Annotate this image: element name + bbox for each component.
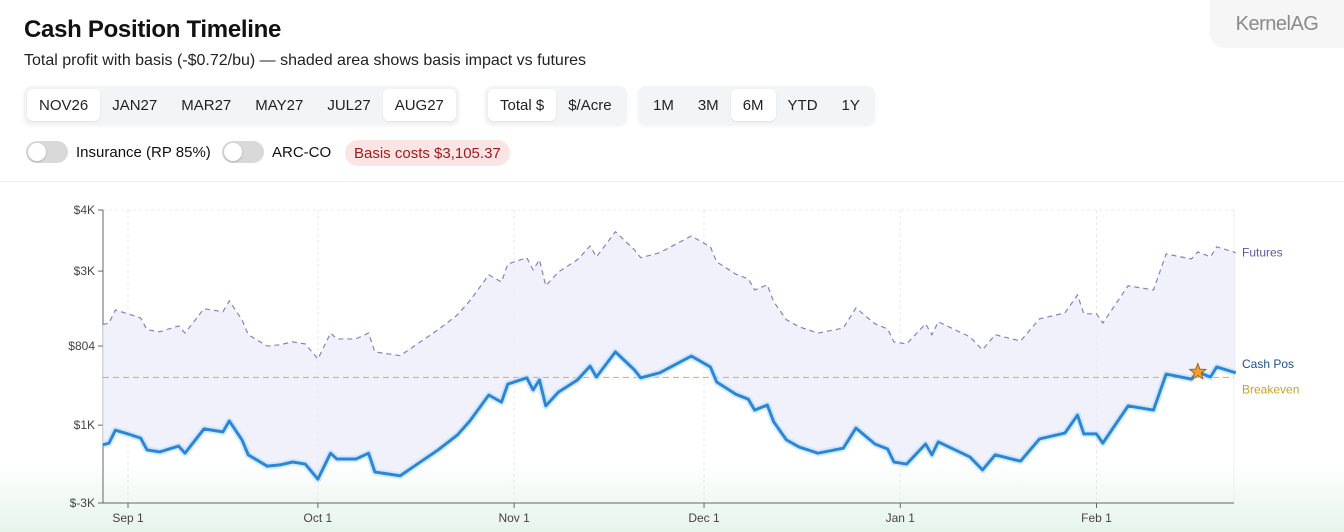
futures-label: Futures: [1242, 246, 1283, 260]
star-marker-icon: [1188, 362, 1208, 381]
unit-tab-total-[interactable]: Total $: [488, 89, 557, 121]
cash-pos-label: Cash Pos: [1242, 357, 1294, 371]
contract-tab-mar27[interactable]: MAR27: [181, 96, 232, 114]
toggle-label: ARC-CO: [272, 143, 332, 161]
bottom-glow: [0, 462, 1344, 532]
range-tab-1y[interactable]: 1Y: [841, 96, 860, 114]
page-title: Cash Position Timeline: [24, 16, 282, 43]
x-tick-label: Jan 1: [886, 511, 916, 525]
toggle-switch[interactable]: [222, 141, 264, 163]
range-tab-3m[interactable]: 3M: [697, 96, 719, 114]
y-tick-label: $804: [68, 339, 95, 353]
page-subtitle: Total profit with basis (-$0.72/bu) — sh…: [24, 52, 587, 69]
range-selector: 1M 3M 6M YTD 1Y: [638, 86, 875, 124]
y-tick-label: $3K: [74, 264, 95, 278]
contract-tab-nov26[interactable]: NOV26: [27, 89, 101, 121]
y-tick-label: $4K: [74, 203, 95, 217]
x-tick-label: Dec 1: [688, 511, 720, 525]
range-tab-1m[interactable]: 1M: [653, 96, 674, 114]
breakeven-label: Breakeven: [1242, 382, 1299, 396]
contract-selector: NOV26 JAN27 MAR27 MAY27 JUL27 AUG27: [24, 86, 459, 124]
contract-tab-aug27[interactable]: AUG27: [382, 89, 456, 121]
unit-tab--acre[interactable]: $/Acre: [568, 96, 612, 114]
unit-selector: Total $ $/Acre: [485, 86, 627, 124]
x-tick-label: Feb 1: [1081, 511, 1112, 525]
insurance-toggle[interactable]: Insurance (RP 85%): [26, 141, 211, 163]
toggle-switch[interactable]: [26, 141, 68, 163]
range-tab-6m[interactable]: 6M: [730, 89, 776, 121]
brand-logo: KernelAG: [1210, 0, 1344, 48]
contract-tab-jul27[interactable]: JUL27: [327, 96, 371, 114]
range-tab-ytd[interactable]: YTD: [787, 96, 818, 114]
basis-impact-area: [102, 231, 1236, 480]
y-tick-label: $1K: [74, 418, 95, 432]
cash-position-line: [102, 350, 1237, 481]
divider: [0, 181, 1344, 182]
basis-cost-badge: Basis costs $3,105.37: [345, 140, 510, 166]
contract-tab-jan27[interactable]: JAN27: [112, 96, 158, 114]
arc-co-toggle[interactable]: ARC-CO: [222, 141, 331, 163]
x-tick-label: Sep 1: [112, 511, 144, 525]
y-tick-label: $-3K: [70, 496, 95, 510]
futures-line: [102, 230, 1236, 361]
contract-tab-may27[interactable]: MAY27: [255, 96, 304, 114]
x-tick-label: Nov 1: [498, 511, 530, 525]
toggle-label: Insurance (RP 85%): [76, 143, 211, 161]
x-tick-label: Oct 1: [304, 511, 333, 525]
